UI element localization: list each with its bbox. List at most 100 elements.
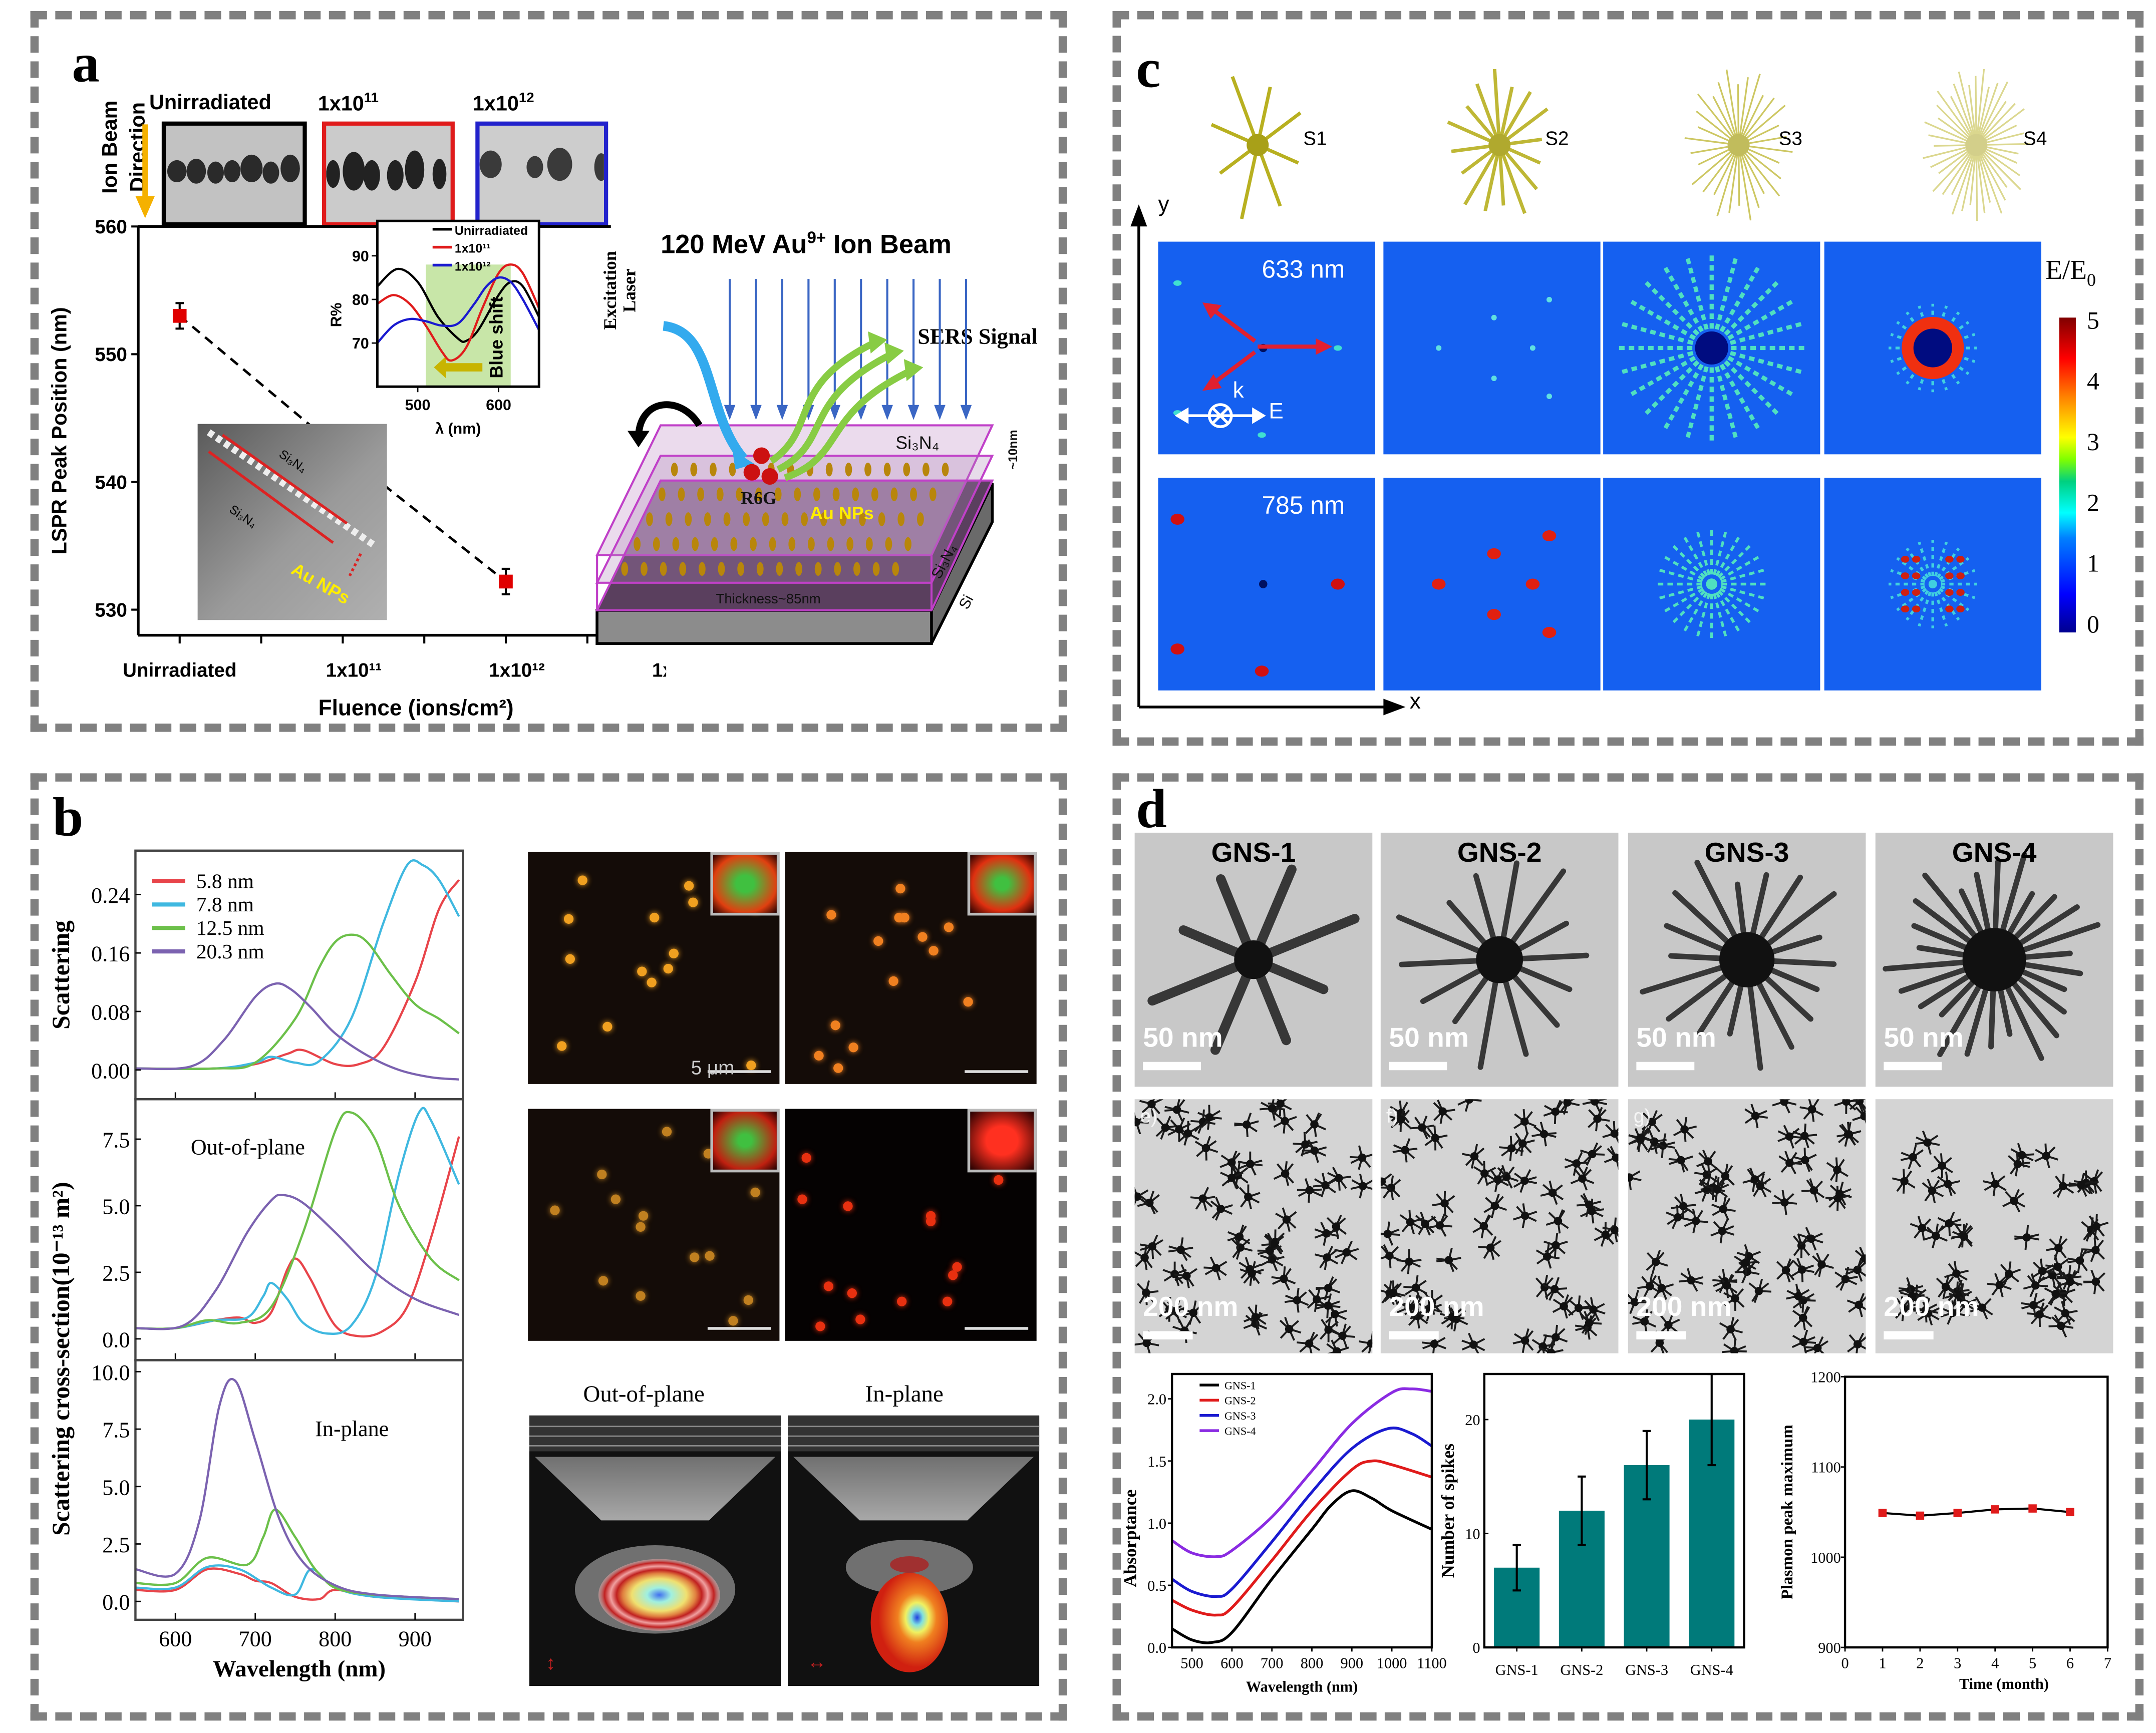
- gns-title: GNS-4: [1952, 838, 2037, 869]
- darkfield-image: [528, 1109, 780, 1341]
- field-ray: [1896, 320, 1934, 350]
- nanostar: [1279, 1317, 1302, 1341]
- field-ray: [1932, 583, 1970, 611]
- nanostar: [1936, 1171, 1961, 1196]
- nanostar: [1203, 1256, 1227, 1280]
- data-point: [499, 574, 513, 589]
- x-tick-label: GNS-2: [1560, 1661, 1603, 1678]
- legend-label: GNS-4: [1224, 1425, 1256, 1437]
- nanostar-model: [1684, 69, 1793, 221]
- nanostar: [1315, 1293, 1341, 1318]
- core: [1488, 134, 1511, 156]
- nanostar: [1834, 1266, 1858, 1291]
- au-np: [903, 462, 910, 477]
- x-axis-label: Time (month): [1959, 1675, 2049, 1692]
- field-ray: [1932, 346, 1970, 376]
- y-tick-label: 1.5: [1147, 1453, 1166, 1470]
- hotspot: [1956, 572, 1965, 579]
- nanostar: [1392, 1138, 1418, 1163]
- y-tick-label: 2.5: [102, 1261, 130, 1285]
- nanostar: [1415, 1212, 1436, 1236]
- au-np: [697, 487, 705, 502]
- hotspot: [1901, 605, 1910, 613]
- heatmap-785-s3: [1603, 478, 1820, 690]
- nanoparticle-spot: [833, 1063, 844, 1073]
- nanoparticle-spot: [636, 1222, 646, 1232]
- nanoparticle-spot: [684, 881, 694, 891]
- spike: [1230, 76, 1260, 146]
- au-np: [788, 537, 796, 551]
- nanostar: [1432, 1191, 1455, 1216]
- hotspot: [1956, 605, 1965, 613]
- beam-arrowhead: [829, 405, 841, 420]
- y-axis-label: Absorptance: [1120, 1490, 1140, 1587]
- nanostar: [1396, 1295, 1418, 1320]
- scale-bar: [1884, 1062, 1942, 1071]
- au-np: [801, 512, 808, 526]
- y-tick-label: 80: [352, 292, 369, 308]
- nanostar: [1922, 1179, 1944, 1203]
- nanoparticle-spot: [639, 1210, 649, 1221]
- field-ray: [1918, 348, 1934, 391]
- spike: [1958, 71, 1977, 145]
- nanoparticle-spot: [942, 1296, 952, 1307]
- nanostar: [1409, 1116, 1435, 1140]
- nanostar: [1316, 1276, 1341, 1301]
- nanostar: [2031, 1258, 2055, 1283]
- au-np: [795, 562, 802, 576]
- legend-label: GNS-2: [1224, 1395, 1256, 1407]
- data-point: [1878, 1509, 1887, 1517]
- nanostar: [2044, 1282, 2068, 1306]
- nanoparticle-spot: [556, 1042, 566, 1052]
- ion-beam-arrows: [724, 279, 972, 420]
- hotspot: [1258, 432, 1266, 438]
- series-line: [135, 1194, 460, 1330]
- y-tick-label: 5.0: [102, 1475, 130, 1500]
- beam-arrowhead: [960, 405, 972, 420]
- x-tick-label: 800: [319, 1626, 352, 1651]
- nanostar: [1778, 1151, 1802, 1175]
- au-np: [769, 537, 776, 551]
- si-label: Si: [956, 592, 977, 612]
- darkfield-image: [785, 852, 1037, 1084]
- au-np: [641, 562, 648, 576]
- field-ray: [1932, 333, 1976, 350]
- nanostar: [1134, 1187, 1149, 1206]
- y-tick-label: 0.5: [1147, 1577, 1166, 1594]
- y-tick-label: 1.0: [1147, 1515, 1166, 1532]
- structure-label-s4: S4: [2023, 127, 2047, 149]
- field-ray: [1932, 346, 1976, 363]
- beam-arrowhead: [881, 405, 893, 420]
- x-tick-label: 4: [1991, 1654, 1999, 1671]
- hotspot: [1945, 572, 1954, 579]
- nanostar: [1602, 1121, 1619, 1144]
- au-np: [621, 562, 629, 576]
- au-np: [820, 512, 827, 526]
- nanostar: [1139, 1099, 1163, 1117]
- nanostar: [1666, 1205, 1690, 1229]
- nanostar: [1244, 1304, 1268, 1329]
- nanostar: [1564, 1152, 1589, 1176]
- nanostar: [1512, 1328, 1534, 1353]
- nanostar: [1671, 1194, 1696, 1219]
- nanoparticle-spot: [797, 1194, 807, 1205]
- nanoparticle-spot: [662, 1127, 672, 1138]
- scale-bar: [1143, 1062, 1201, 1071]
- x-tick-label: 6: [2066, 1654, 2074, 1671]
- hotspot: [1331, 578, 1345, 590]
- nanostar: [1268, 1099, 1292, 1117]
- scale-bar: [965, 1327, 1029, 1330]
- au-np: [665, 512, 673, 526]
- y-tick-label: 20: [1465, 1412, 1480, 1429]
- hotspot: [1546, 393, 1553, 400]
- series-line: [135, 1564, 459, 1603]
- au-np: [729, 462, 736, 477]
- k-vector-label: k: [1233, 380, 1244, 404]
- au-np: [839, 512, 847, 526]
- nanoparticle-spot: [926, 1216, 936, 1226]
- schematic-sers-label: SERS Signal: [917, 325, 1038, 350]
- sers-schematic-diagram: R6G Si₃N₄ Au NPs Si₃N₄ Si Thickness~85nm…: [595, 279, 1020, 645]
- au-nanoparticles: [621, 462, 949, 576]
- au-np: [885, 537, 892, 551]
